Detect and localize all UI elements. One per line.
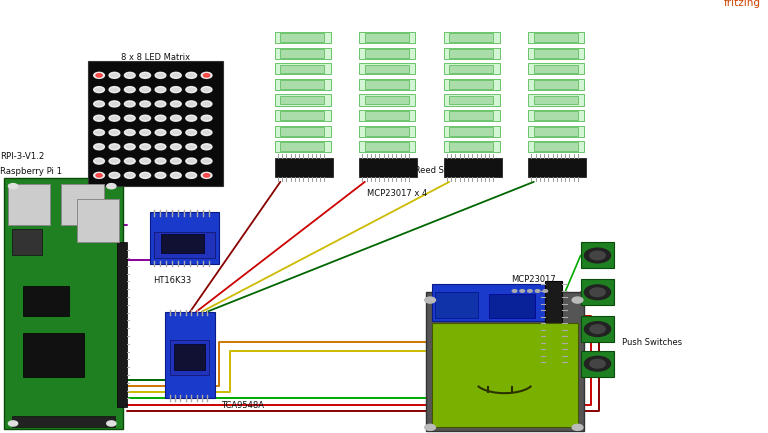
Circle shape — [109, 129, 120, 136]
FancyBboxPatch shape — [528, 94, 584, 106]
FancyBboxPatch shape — [275, 158, 333, 177]
FancyBboxPatch shape — [12, 229, 42, 255]
FancyBboxPatch shape — [365, 33, 409, 42]
Circle shape — [572, 297, 583, 303]
FancyBboxPatch shape — [165, 312, 215, 398]
FancyBboxPatch shape — [359, 158, 417, 177]
FancyBboxPatch shape — [435, 292, 478, 318]
Circle shape — [572, 424, 583, 430]
FancyBboxPatch shape — [581, 316, 614, 342]
Circle shape — [201, 129, 212, 136]
Circle shape — [201, 115, 212, 121]
Text: RPI-3-V1.2: RPI-3-V1.2 — [0, 152, 45, 162]
FancyBboxPatch shape — [275, 110, 331, 121]
Circle shape — [155, 158, 166, 164]
Circle shape — [124, 115, 135, 121]
Circle shape — [425, 424, 435, 430]
Circle shape — [186, 72, 197, 78]
Circle shape — [140, 115, 151, 121]
Circle shape — [584, 356, 611, 371]
Circle shape — [170, 129, 181, 136]
Circle shape — [186, 172, 197, 178]
Circle shape — [170, 72, 181, 78]
FancyBboxPatch shape — [534, 33, 578, 42]
FancyBboxPatch shape — [365, 65, 409, 73]
Circle shape — [528, 290, 532, 292]
FancyBboxPatch shape — [280, 127, 324, 136]
FancyBboxPatch shape — [174, 344, 205, 370]
Circle shape — [590, 325, 605, 333]
Circle shape — [124, 87, 135, 93]
Circle shape — [109, 172, 120, 178]
Circle shape — [94, 129, 104, 136]
Circle shape — [109, 101, 120, 107]
FancyBboxPatch shape — [275, 79, 331, 90]
Circle shape — [201, 158, 212, 164]
Circle shape — [170, 172, 181, 178]
FancyBboxPatch shape — [528, 126, 584, 137]
FancyBboxPatch shape — [534, 142, 578, 151]
Circle shape — [155, 129, 166, 136]
FancyBboxPatch shape — [444, 32, 500, 43]
FancyBboxPatch shape — [444, 141, 500, 152]
Circle shape — [186, 144, 197, 150]
FancyBboxPatch shape — [444, 110, 500, 121]
FancyBboxPatch shape — [534, 111, 578, 120]
Circle shape — [155, 144, 166, 150]
FancyBboxPatch shape — [88, 61, 223, 186]
Circle shape — [186, 87, 197, 93]
FancyBboxPatch shape — [359, 141, 415, 152]
Circle shape — [109, 72, 120, 78]
Circle shape — [201, 87, 212, 93]
FancyBboxPatch shape — [359, 63, 415, 74]
FancyBboxPatch shape — [534, 127, 578, 136]
FancyBboxPatch shape — [444, 126, 500, 137]
FancyBboxPatch shape — [61, 184, 104, 225]
Circle shape — [124, 72, 135, 78]
Circle shape — [96, 174, 102, 177]
FancyBboxPatch shape — [280, 142, 324, 151]
FancyBboxPatch shape — [534, 96, 578, 104]
FancyBboxPatch shape — [449, 49, 493, 58]
Circle shape — [94, 172, 104, 178]
Circle shape — [590, 288, 605, 297]
Circle shape — [584, 285, 611, 300]
FancyBboxPatch shape — [359, 48, 415, 59]
FancyBboxPatch shape — [359, 32, 415, 43]
FancyBboxPatch shape — [280, 96, 324, 104]
FancyBboxPatch shape — [365, 127, 409, 136]
FancyBboxPatch shape — [365, 49, 409, 58]
FancyBboxPatch shape — [280, 80, 324, 89]
FancyBboxPatch shape — [449, 142, 493, 151]
FancyBboxPatch shape — [275, 126, 331, 137]
Circle shape — [107, 184, 116, 189]
Text: Raspberry Pi 1: Raspberry Pi 1 — [0, 167, 62, 176]
FancyBboxPatch shape — [528, 63, 584, 74]
Circle shape — [94, 72, 104, 78]
Circle shape — [170, 144, 181, 150]
Circle shape — [186, 129, 197, 136]
Circle shape — [535, 290, 540, 292]
Text: 8 x 8 Reed Switches: 8 x 8 Reed Switches — [392, 166, 476, 175]
FancyBboxPatch shape — [426, 292, 584, 431]
Circle shape — [186, 101, 197, 107]
Circle shape — [8, 421, 18, 426]
FancyBboxPatch shape — [359, 94, 415, 106]
FancyBboxPatch shape — [528, 158, 586, 177]
FancyBboxPatch shape — [444, 63, 500, 74]
Circle shape — [201, 172, 212, 178]
Circle shape — [170, 87, 181, 93]
FancyBboxPatch shape — [12, 416, 115, 427]
Text: Push Switches: Push Switches — [622, 338, 682, 347]
Circle shape — [584, 248, 611, 263]
Circle shape — [155, 115, 166, 121]
FancyBboxPatch shape — [444, 94, 500, 106]
FancyBboxPatch shape — [528, 48, 584, 59]
Circle shape — [155, 87, 166, 93]
Circle shape — [201, 72, 212, 78]
FancyBboxPatch shape — [449, 96, 493, 104]
Circle shape — [109, 115, 120, 121]
FancyBboxPatch shape — [280, 49, 324, 58]
FancyBboxPatch shape — [280, 33, 324, 42]
